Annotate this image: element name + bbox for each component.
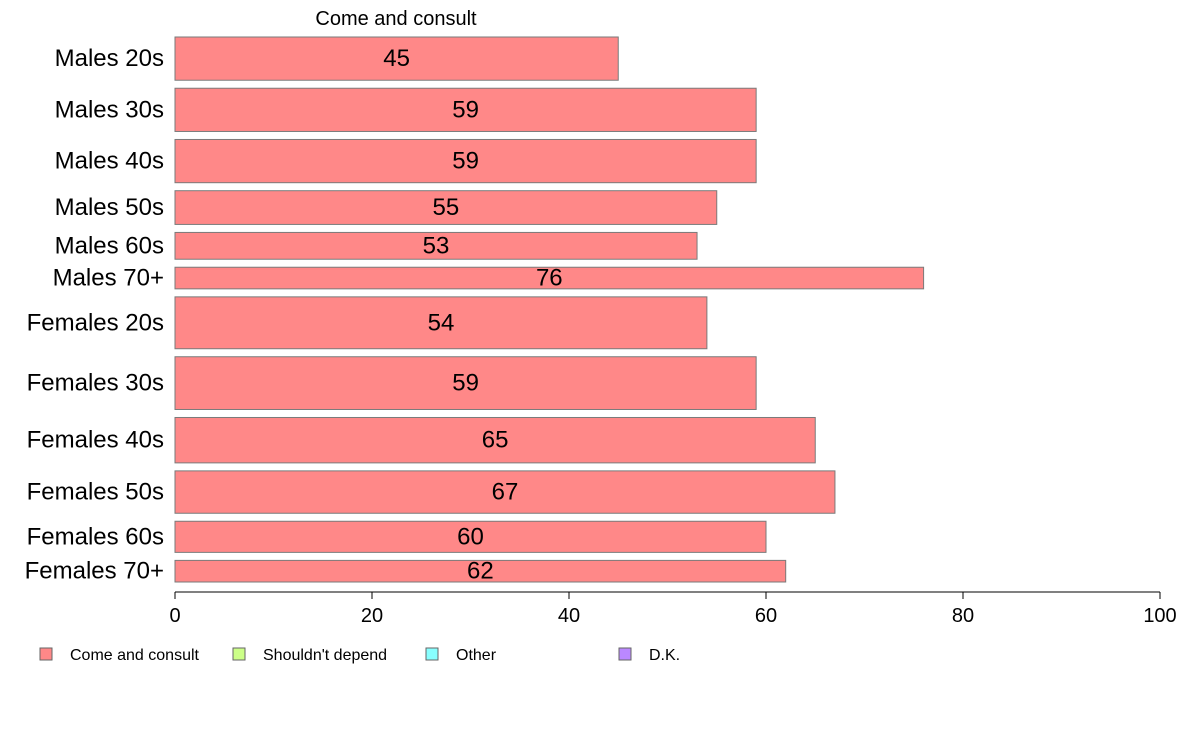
legend-swatch — [39, 647, 53, 661]
legend-label: D.K. — [649, 647, 680, 664]
category-label: Females 20s — [27, 309, 164, 336]
bar — [174, 266, 925, 290]
legend-label: Other — [456, 647, 497, 664]
category-label: Males 30s — [55, 96, 164, 123]
category-label: Females 70+ — [25, 558, 164, 585]
x-tick-label: 0 — [169, 605, 180, 627]
x-tick-label: 80 — [952, 605, 974, 627]
data-label: 54 — [428, 309, 455, 336]
bar — [174, 138, 757, 184]
x-tick-label: 100 — [1143, 605, 1176, 627]
data-label: 67 — [492, 479, 519, 506]
bar — [174, 190, 718, 225]
category-label: Males 20s — [55, 45, 164, 72]
x-tick-label: 60 — [755, 605, 777, 627]
category-label: Males 50s — [55, 194, 164, 221]
data-label: 65 — [482, 427, 509, 454]
category-label: Females 50s — [27, 479, 164, 506]
data-label: 62 — [467, 558, 494, 585]
legend-label: Come and consult — [70, 647, 200, 664]
data-label: 53 — [423, 232, 450, 259]
data-label: 60 — [457, 523, 484, 550]
category-label: Females 60s — [27, 523, 164, 550]
category-label: Females 40s — [27, 427, 164, 454]
x-tick-label: 20 — [361, 605, 383, 627]
data-label: 45 — [383, 45, 410, 72]
bar — [174, 559, 787, 583]
data-label: 59 — [452, 370, 479, 397]
chart-title: Come and consult — [315, 8, 477, 30]
legend-swatch — [425, 647, 439, 661]
x-tick-label: 40 — [558, 605, 580, 627]
legend-swatch — [232, 647, 246, 661]
bar — [174, 296, 708, 350]
bar — [174, 356, 757, 410]
data-label: 76 — [536, 265, 563, 292]
category-label: Males 60s — [55, 232, 164, 259]
category-label: Males 70+ — [53, 265, 164, 292]
data-label: 59 — [452, 148, 479, 175]
legend-swatch — [618, 647, 632, 661]
bar — [174, 520, 767, 553]
data-label: 55 — [433, 194, 460, 221]
category-label: Females 30s — [27, 370, 164, 397]
legend-label: Shouldn't depend — [263, 647, 387, 664]
bar — [174, 36, 619, 81]
bar — [174, 470, 836, 514]
data-label: 59 — [452, 96, 479, 123]
bar — [174, 87, 757, 132]
bar — [174, 416, 816, 464]
bar — [174, 231, 698, 260]
category-label: Males 40s — [55, 148, 164, 175]
